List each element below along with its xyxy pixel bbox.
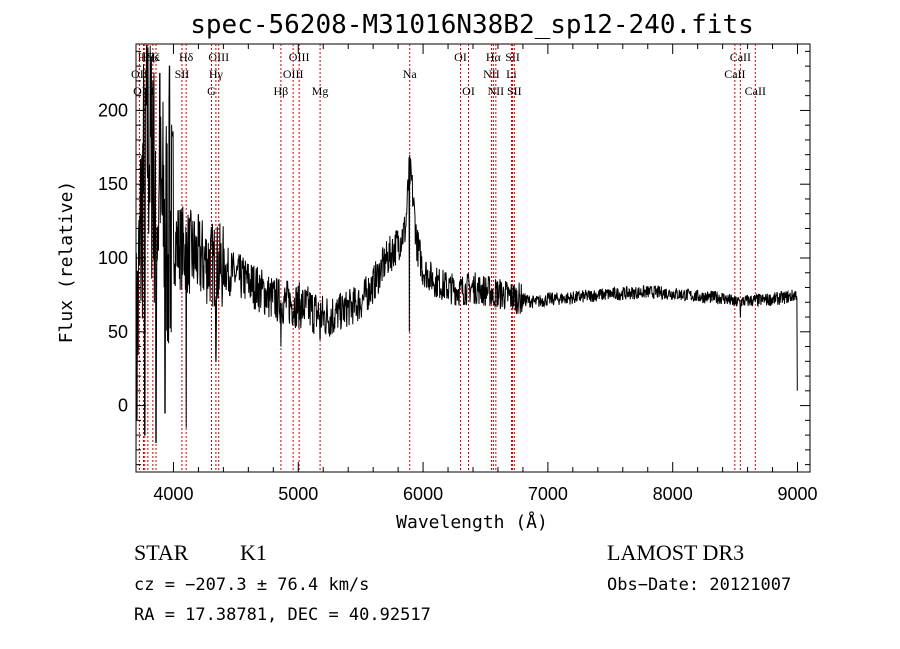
marker-label-26: CaII xyxy=(745,84,766,98)
marker-label-21: SII xyxy=(505,50,520,64)
redshift-velocity: cz = −207.3 ± 76.4 km/s xyxy=(134,575,369,595)
marker-label-5: OII xyxy=(131,67,148,81)
y-tick-label-0: 0 xyxy=(118,396,128,416)
marker-label-13: Hβ xyxy=(274,84,289,98)
marker-label-24: CaII xyxy=(730,50,751,64)
marker-label-25: CaII xyxy=(724,67,745,81)
x-tick-label-5: 9000 xyxy=(777,484,817,504)
axis-ticks: 4000 5000 6000 7000 8000 9000 0 50 100 150 200 xyxy=(98,44,818,504)
spectrum-line xyxy=(135,45,798,470)
marker-label-18: Hα xyxy=(486,50,502,64)
x-axis-label: Wavelength (Å) xyxy=(396,511,548,533)
marker-label-0: Hδ xyxy=(138,50,153,64)
marker-label-9: Hγ xyxy=(209,67,224,81)
survey-name: LAMOST DR3 xyxy=(607,540,744,565)
x-tick-label-0: 4000 xyxy=(153,484,193,504)
object-class: STAR xyxy=(134,540,189,565)
object-subclass: K1 xyxy=(240,540,267,565)
y-tick-label-3: 150 xyxy=(98,174,128,194)
x-tick-label-3: 7000 xyxy=(528,484,568,504)
x-tick-label-2: 6000 xyxy=(403,484,443,504)
chart-title: spec-56208-M31016N38B2_sp12-240.fits xyxy=(190,10,754,40)
marker-label-10: G xyxy=(207,84,216,98)
y-tick-label-2: 100 xyxy=(98,248,128,268)
marker-label-17: OI xyxy=(462,84,475,98)
marker-label-23: SII xyxy=(507,84,522,98)
marker-label-20: NII xyxy=(488,84,505,98)
marker-label-19: NII xyxy=(483,67,500,81)
observation-date: Obs−Date: 20121007 xyxy=(607,575,791,595)
marker-label-3: K xyxy=(152,50,161,64)
marker-label-14: Mg xyxy=(312,84,329,98)
y-tick-label-4: 200 xyxy=(98,100,128,120)
sky-coordinates: RA = 17.38781, DEC = 40.92517 xyxy=(134,605,431,625)
plot-frame xyxy=(135,43,811,473)
marker-label-15: Na xyxy=(403,67,418,81)
x-tick-label-4: 8000 xyxy=(653,484,693,504)
marker-label-8: OIII xyxy=(208,50,229,64)
marker-label-22: Li xyxy=(506,67,517,81)
marker-label-7: SII xyxy=(175,67,190,81)
y-tick-label-1: 50 xyxy=(108,322,128,342)
spectrum-line-group xyxy=(135,45,798,470)
y-axis-label: Flux (relative) xyxy=(56,181,77,344)
marker-label-12: OIII xyxy=(283,67,304,81)
marker-label-4: Hδ xyxy=(179,50,194,64)
x-tick-label-1: 5000 xyxy=(278,484,318,504)
marker-label-16: OI xyxy=(454,50,467,64)
marker-label-11: OIII xyxy=(289,50,310,64)
